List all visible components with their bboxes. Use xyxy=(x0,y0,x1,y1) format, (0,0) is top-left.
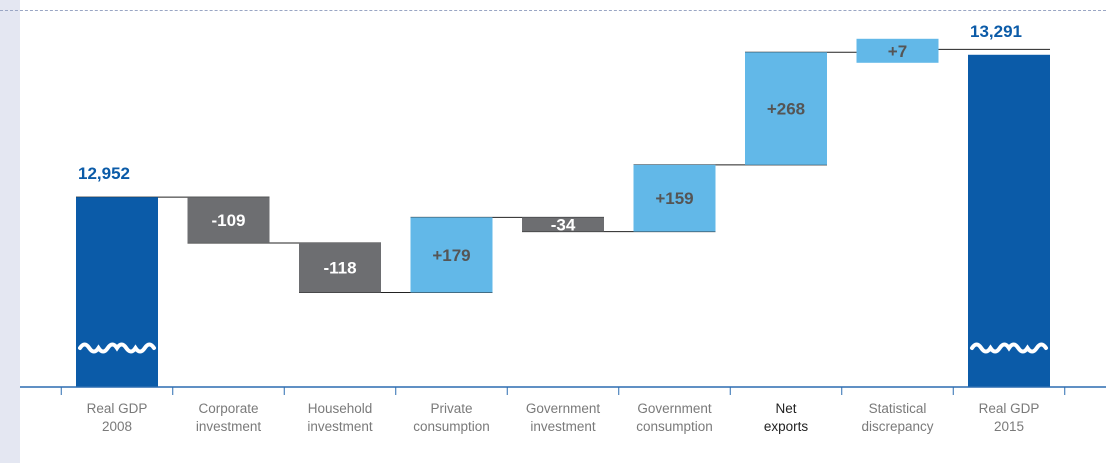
decrease-bar xyxy=(522,217,604,232)
category-label: Private xyxy=(430,401,472,416)
category-label: exports xyxy=(764,419,809,434)
increase-bar xyxy=(856,38,939,63)
delta-value-label: +7 xyxy=(888,42,907,61)
axis-break-wave xyxy=(78,342,156,354)
category-label: Real GDP xyxy=(979,401,1040,416)
category-label: 2008 xyxy=(102,419,132,434)
category-label: discrepancy xyxy=(861,419,933,434)
total-bar xyxy=(76,197,158,387)
category-label: Statistical xyxy=(869,401,927,416)
delta-value-label: -118 xyxy=(323,259,356,278)
top-dashed-rule xyxy=(0,10,1106,11)
delta-value-label: -34 xyxy=(551,215,576,234)
delta-value-label: +268 xyxy=(767,100,805,119)
category-label: Household xyxy=(308,401,373,416)
category-label: investment xyxy=(196,419,262,434)
delta-value-label: +179 xyxy=(432,246,470,265)
category-label: Net xyxy=(775,401,796,416)
category-label: Government xyxy=(526,401,601,416)
decrease-bar xyxy=(187,197,270,243)
delta-value-label: +159 xyxy=(655,189,693,208)
category-label: consumption xyxy=(636,419,713,434)
decrease-bar xyxy=(299,242,381,293)
category-label: Real GDP xyxy=(87,401,148,416)
increase-bar xyxy=(745,52,827,165)
category-label: investment xyxy=(307,419,373,434)
total-value-label: 12,952 xyxy=(78,164,130,183)
delta-value-label: -109 xyxy=(211,211,245,230)
category-label: consumption xyxy=(413,419,490,434)
total-value-label: 13,291 xyxy=(970,22,1022,41)
total-bar xyxy=(968,54,1050,387)
category-label: Corporate xyxy=(198,401,258,416)
category-label: Government xyxy=(637,401,712,416)
increase-bar xyxy=(633,164,716,232)
category-label: 2015 xyxy=(994,419,1024,434)
axis-break-wave xyxy=(970,342,1048,354)
increase-bar xyxy=(410,217,493,293)
category-label: investment xyxy=(530,419,596,434)
